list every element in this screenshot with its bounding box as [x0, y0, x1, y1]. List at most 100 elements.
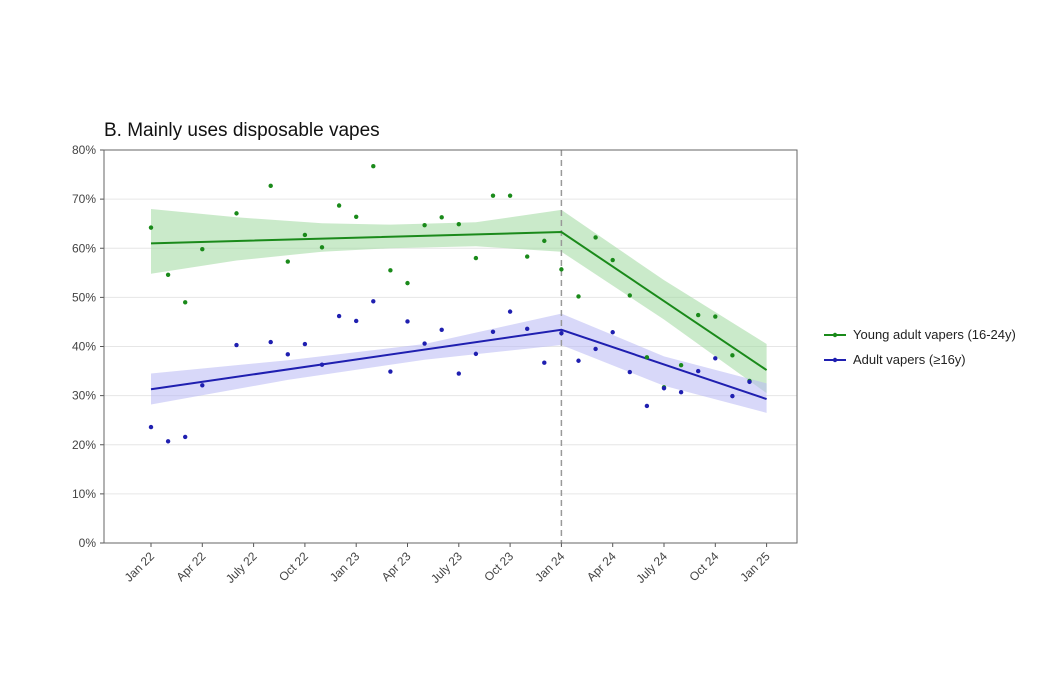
- data-point: [576, 294, 581, 299]
- data-point: [388, 268, 393, 273]
- legend-label: Young adult vapers (16-24y): [853, 327, 1016, 342]
- data-point: [490, 329, 496, 334]
- data-point: [302, 232, 308, 238]
- data-point: [302, 341, 308, 347]
- data-point: [678, 362, 684, 368]
- y-tick-label: 30%: [72, 389, 96, 403]
- data-point: [473, 351, 479, 357]
- data-point: [559, 267, 564, 272]
- x-tick-label: July 22: [223, 549, 260, 586]
- y-tick-label: 0%: [79, 536, 97, 550]
- data-point: [713, 356, 718, 361]
- data-point: [354, 318, 359, 324]
- data-point: [319, 245, 325, 250]
- y-tick-label: 60%: [72, 241, 96, 255]
- data-point: [234, 342, 239, 348]
- data-point: [183, 434, 188, 440]
- data-point: [473, 255, 479, 261]
- trend-line: [150, 231, 768, 371]
- x-tick-label: Jan 25: [737, 549, 773, 585]
- x-tick-label: Oct 24: [687, 549, 722, 584]
- data-point: [747, 379, 752, 385]
- data-point: [354, 214, 359, 220]
- trend-line: [150, 328, 767, 401]
- data-point: [507, 309, 513, 314]
- x-tick-label: Jan 23: [327, 549, 363, 585]
- data-point: [336, 313, 342, 319]
- x-tick-label: Oct 23: [481, 549, 516, 584]
- data-point: [422, 341, 427, 346]
- data-point: [165, 439, 171, 444]
- x-tick-label: Jan 24: [532, 549, 568, 585]
- data-point: [507, 193, 513, 198]
- confidence-bands: [151, 208, 767, 413]
- y-tick-label: 70%: [72, 192, 96, 206]
- data-point: [439, 327, 444, 332]
- x-tick-label: Jan 22: [122, 549, 158, 585]
- data-point: [576, 358, 581, 363]
- data-point: [405, 319, 410, 324]
- y-tick-label: 10%: [72, 487, 96, 501]
- data-point: [542, 360, 547, 365]
- data-point: [165, 272, 171, 277]
- x-tick-label: Apr 24: [584, 549, 619, 584]
- x-tick-label: July 23: [428, 549, 465, 586]
- x-tick-label: Apr 23: [379, 549, 414, 584]
- data-point: [148, 225, 154, 230]
- data-point: [696, 312, 701, 318]
- data-point: [593, 346, 598, 352]
- data-point: [456, 221, 461, 227]
- y-tick-label: 20%: [72, 438, 96, 452]
- y-tick-label: 40%: [72, 340, 96, 354]
- data-point: [610, 257, 615, 263]
- data-point: [644, 403, 650, 409]
- data-points: [148, 164, 752, 444]
- data-point: [439, 215, 444, 220]
- data-point: [661, 386, 667, 391]
- data-point: [268, 339, 273, 345]
- data-point: [268, 183, 273, 189]
- trend-lines: [150, 231, 768, 401]
- x-tick-label: Oct 22: [276, 549, 311, 584]
- data-point: [627, 369, 632, 375]
- data-point: [542, 238, 547, 244]
- legend-label: Adult vapers (≥16y): [853, 352, 966, 367]
- chart-title: B. Mainly uses disposable vapes: [104, 120, 380, 141]
- data-point: [525, 326, 530, 332]
- legend-key-dot: [832, 357, 838, 363]
- data-point: [200, 247, 205, 252]
- data-point: [525, 254, 530, 259]
- data-point: [644, 355, 650, 360]
- data-point: [148, 424, 154, 430]
- legend-key-dot: [832, 332, 838, 338]
- plot-frame: [103, 149, 798, 544]
- data-point: [559, 331, 564, 336]
- y-tick-label: 50%: [72, 290, 96, 304]
- data-point: [490, 193, 496, 198]
- data-point: [610, 330, 615, 335]
- data-point: [336, 203, 342, 208]
- data-point: [678, 389, 684, 395]
- data-point: [388, 369, 393, 374]
- confidence-band: [151, 208, 767, 394]
- legend: Young adult vapers (16-24y) Adult vapers …: [824, 327, 1016, 367]
- data-point: [371, 164, 376, 169]
- data-point: [730, 353, 735, 358]
- data-point: [200, 383, 205, 388]
- data-point: [713, 314, 718, 319]
- data-point: [730, 393, 735, 399]
- data-point: [285, 259, 290, 264]
- x-tick-label: July 24: [633, 549, 670, 586]
- x-tick-label: Apr 22: [174, 549, 209, 584]
- data-point: [371, 299, 376, 304]
- data-point: [696, 368, 701, 374]
- data-point: [593, 235, 598, 240]
- y-tick-label: 80%: [72, 143, 96, 157]
- confidence-band: [151, 313, 767, 413]
- data-point: [627, 293, 632, 298]
- data-point: [183, 300, 188, 305]
- data-point: [319, 362, 325, 367]
- data-point: [422, 222, 427, 228]
- data-point: [285, 352, 290, 357]
